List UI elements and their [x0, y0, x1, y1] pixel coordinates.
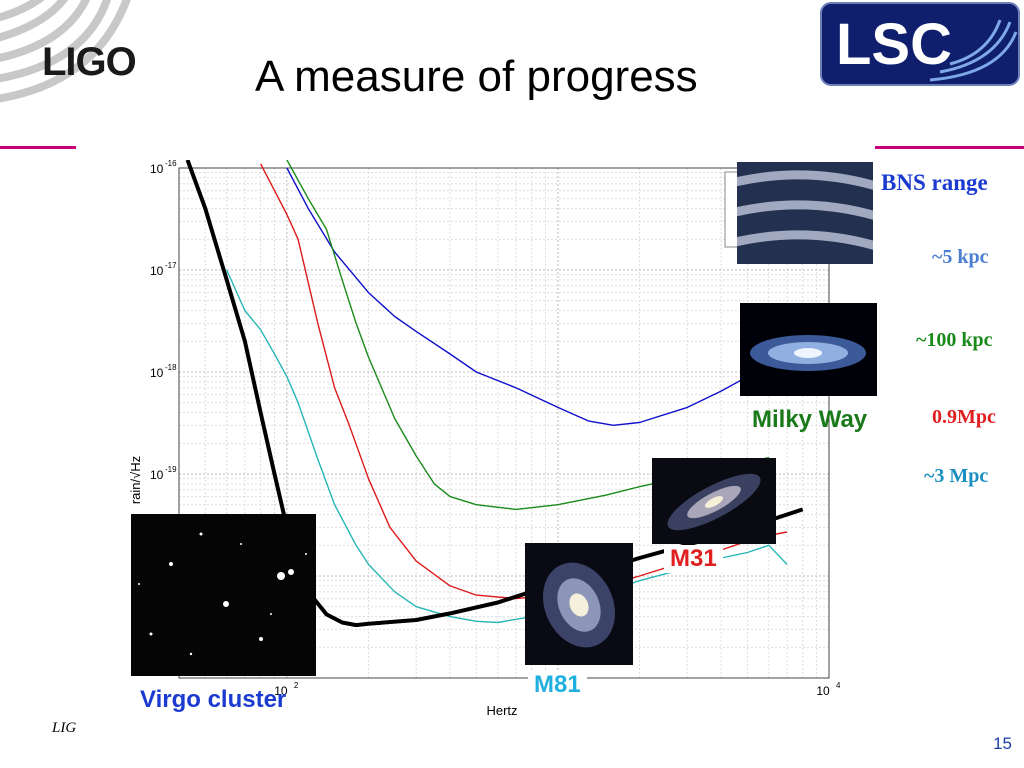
bns-range-heading: BNS range — [881, 170, 988, 195]
y-tick-label: 10 — [150, 162, 164, 176]
y-tick-exponent: -18 — [165, 363, 177, 372]
title-rule-left — [0, 146, 76, 149]
range-entry-09mpc: 0.9Mpc — [932, 406, 996, 428]
photo-local-disk — [725, 162, 885, 264]
x-tick-exponent: 4 — [836, 681, 840, 690]
plot-area-border — [178, 167, 830, 679]
y-tick-label: 10 — [150, 366, 164, 380]
y-tick-label: 10 — [150, 468, 164, 482]
milky-way-label: Milky Way — [752, 406, 868, 433]
y-tick-exponent: -16 — [165, 160, 177, 168]
title-rule-right — [875, 146, 1024, 149]
y-tick-exponent: -17 — [165, 261, 177, 270]
footer-left-text: LIG — [52, 720, 77, 736]
series-line-blue — [286, 167, 770, 426]
page-number: 15 — [993, 734, 1012, 753]
range-entry-3mpc: ~3 Mpc — [924, 465, 989, 487]
range-entry-100kpc: ~100 kpc — [916, 329, 993, 351]
lsc-logo-text: LSC — [836, 12, 952, 77]
ligo-logo — [0, 0, 131, 103]
m31-label: M31 — [664, 545, 723, 573]
x-tick-label: 10 — [816, 684, 830, 698]
photo-milky-way — [740, 303, 877, 396]
range-entry-5kpc: ~5 kpc — [932, 246, 989, 268]
y-tick-label: 10 — [150, 264, 164, 278]
slide-title: A measure of progress — [255, 52, 698, 101]
ligo-logo-text: LIGO — [42, 40, 137, 84]
x-tick-label: 10 — [274, 684, 288, 698]
photo-m31 — [652, 458, 776, 544]
y-axis-label: rain/√Hz — [130, 456, 143, 504]
series-line-green — [286, 160, 770, 511]
y-tick-exponent: -19 — [165, 465, 177, 474]
x-tick-exponent: 2 — [294, 681, 299, 690]
photo-m81 — [525, 543, 633, 665]
x-axis-label: Hertz — [486, 703, 517, 718]
lsc-logo: LSC — [820, 2, 1020, 86]
m81-label: M81 — [528, 671, 587, 699]
photo-virgo-cluster — [131, 514, 316, 676]
virgo-cluster-label: Virgo cluster — [140, 686, 287, 713]
